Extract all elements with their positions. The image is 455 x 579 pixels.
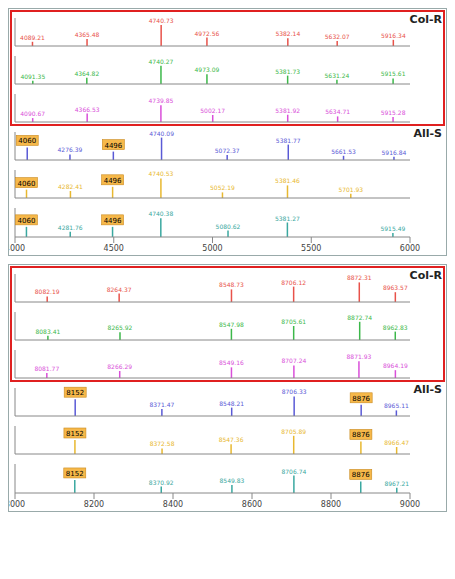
- html-text:Col-R: Col-R: [409, 13, 442, 26]
- html-text:All-S: All-S: [413, 127, 442, 140]
- svg-text:4060: 4060: [18, 217, 36, 225]
- svg-text:5661.53: 5661.53: [331, 148, 356, 155]
- svg-text:8962.83: 8962.83: [383, 324, 408, 331]
- svg-text:8083.41: 8083.41: [35, 328, 60, 335]
- svg-text:8371.47: 8371.47: [149, 401, 174, 408]
- svg-text:8964.19: 8964.19: [383, 362, 408, 369]
- svg-text:4740.27: 4740.27: [149, 58, 174, 65]
- svg-text:8264.37: 8264.37: [107, 286, 132, 293]
- svg-text:8871.93: 8871.93: [347, 353, 372, 360]
- svg-text:5915.61: 5915.61: [381, 70, 406, 77]
- svg-text:5381.77: 5381.77: [276, 137, 301, 144]
- svg-text:4973.09: 4973.09: [195, 66, 220, 73]
- svg-text:4500: 4500: [104, 244, 124, 253]
- svg-text:8966.47: 8966.47: [384, 439, 409, 446]
- svg-text:5382.14: 5382.14: [275, 30, 300, 37]
- svg-text:8705.89: 8705.89: [281, 428, 306, 435]
- svg-text:4740.09: 4740.09: [149, 130, 174, 137]
- svg-text:4090.67: 4090.67: [20, 110, 45, 117]
- svg-text:8152: 8152: [66, 470, 84, 478]
- svg-text:4365.48: 4365.48: [75, 31, 100, 38]
- svg-text:5632.07: 5632.07: [325, 33, 350, 40]
- svg-text:8963.57: 8963.57: [383, 284, 408, 291]
- svg-text:4496: 4496: [104, 217, 122, 225]
- svg-text:8370.92: 8370.92: [149, 479, 174, 486]
- svg-text:8800: 8800: [321, 500, 341, 509]
- svg-text:8266.29: 8266.29: [107, 363, 132, 370]
- svg-text:4000: 4000: [9, 244, 25, 253]
- svg-text:8000: 8000: [9, 500, 25, 509]
- svg-text:5500: 5500: [301, 244, 321, 253]
- svg-text:4364.82: 4364.82: [74, 70, 99, 77]
- svg-text:8200: 8200: [84, 500, 104, 509]
- svg-text:4740.38: 4740.38: [148, 210, 173, 217]
- svg-text:4739.85: 4739.85: [149, 97, 174, 104]
- svg-text:5080.62: 5080.62: [216, 223, 241, 230]
- svg-text:5052.19: 5052.19: [210, 184, 235, 191]
- svg-text:8876: 8876: [352, 431, 370, 439]
- svg-text:8152: 8152: [66, 430, 84, 438]
- svg-text:5381.27: 5381.27: [275, 215, 300, 222]
- svg-text:8876: 8876: [352, 471, 370, 479]
- svg-text:8706.33: 8706.33: [282, 388, 307, 395]
- svg-text:5381.92: 5381.92: [275, 107, 300, 114]
- svg-text:5916.84: 5916.84: [382, 149, 407, 156]
- svg-text:8372.58: 8372.58: [150, 440, 175, 447]
- svg-text:8872.31: 8872.31: [347, 274, 372, 281]
- svg-text:8707.24: 8707.24: [281, 357, 306, 364]
- svg-text:8082.19: 8082.19: [35, 288, 60, 295]
- svg-text:4366.53: 4366.53: [75, 106, 100, 113]
- svg-text:8872.74: 8872.74: [347, 314, 372, 321]
- svg-text:8547.98: 8547.98: [219, 321, 244, 328]
- svg-text:4089.21: 4089.21: [20, 34, 45, 41]
- svg-text:6000: 6000: [400, 244, 420, 253]
- svg-text:4060: 4060: [18, 137, 36, 145]
- svg-text:8705.61: 8705.61: [281, 318, 306, 325]
- svg-text:8081.77: 8081.77: [34, 365, 59, 372]
- svg-text:4282.41: 4282.41: [58, 183, 83, 190]
- svg-text:8706.74: 8706.74: [281, 468, 306, 475]
- svg-text:5631.24: 5631.24: [325, 72, 350, 79]
- svg-text:4496: 4496: [104, 177, 122, 185]
- svg-text:4276.39: 4276.39: [58, 146, 83, 153]
- svg-text:4496: 4496: [104, 142, 122, 150]
- html-text:All-S: All-S: [413, 383, 442, 396]
- html-text:Col-R: Col-R: [409, 269, 442, 282]
- svg-text:8549.83: 8549.83: [220, 477, 245, 484]
- svg-text:5072.37: 5072.37: [215, 147, 240, 154]
- svg-text:8706.12: 8706.12: [281, 279, 306, 286]
- svg-text:5634.71: 5634.71: [325, 108, 350, 115]
- svg-text:5381.46: 5381.46: [275, 177, 300, 184]
- svg-text:8967.21: 8967.21: [384, 480, 409, 487]
- svg-text:8400: 8400: [163, 500, 183, 509]
- svg-text:8548.21: 8548.21: [219, 400, 244, 407]
- svg-text:5000: 5000: [202, 244, 222, 253]
- svg-text:5915.49: 5915.49: [380, 225, 405, 232]
- svg-text:5915.28: 5915.28: [381, 109, 406, 116]
- svg-text:8549.16: 8549.16: [219, 359, 244, 366]
- svg-text:8600: 8600: [242, 500, 262, 509]
- svg-text:4740.73: 4740.73: [149, 17, 174, 24]
- svg-text:4740.53: 4740.53: [149, 170, 174, 177]
- svg-text:4281.76: 4281.76: [58, 224, 83, 231]
- svg-text:5916.34: 5916.34: [381, 32, 406, 39]
- svg-text:9000: 9000: [400, 500, 420, 509]
- svg-text:4060: 4060: [18, 180, 36, 188]
- svg-text:5701.93: 5701.93: [338, 186, 363, 193]
- svg-text:8547.36: 8547.36: [219, 436, 244, 443]
- svg-text:4972.56: 4972.56: [195, 30, 220, 37]
- svg-text:8876: 8876: [352, 395, 370, 403]
- svg-text:5381.73: 5381.73: [275, 68, 300, 75]
- svg-text:8548.73: 8548.73: [219, 281, 244, 288]
- svg-text:8965.11: 8965.11: [384, 402, 409, 409]
- svg-text:4091.35: 4091.35: [20, 73, 45, 80]
- svg-text:8152: 8152: [66, 389, 84, 397]
- svg-text:8265.92: 8265.92: [108, 324, 133, 331]
- svg-text:5002.17: 5002.17: [200, 107, 225, 114]
